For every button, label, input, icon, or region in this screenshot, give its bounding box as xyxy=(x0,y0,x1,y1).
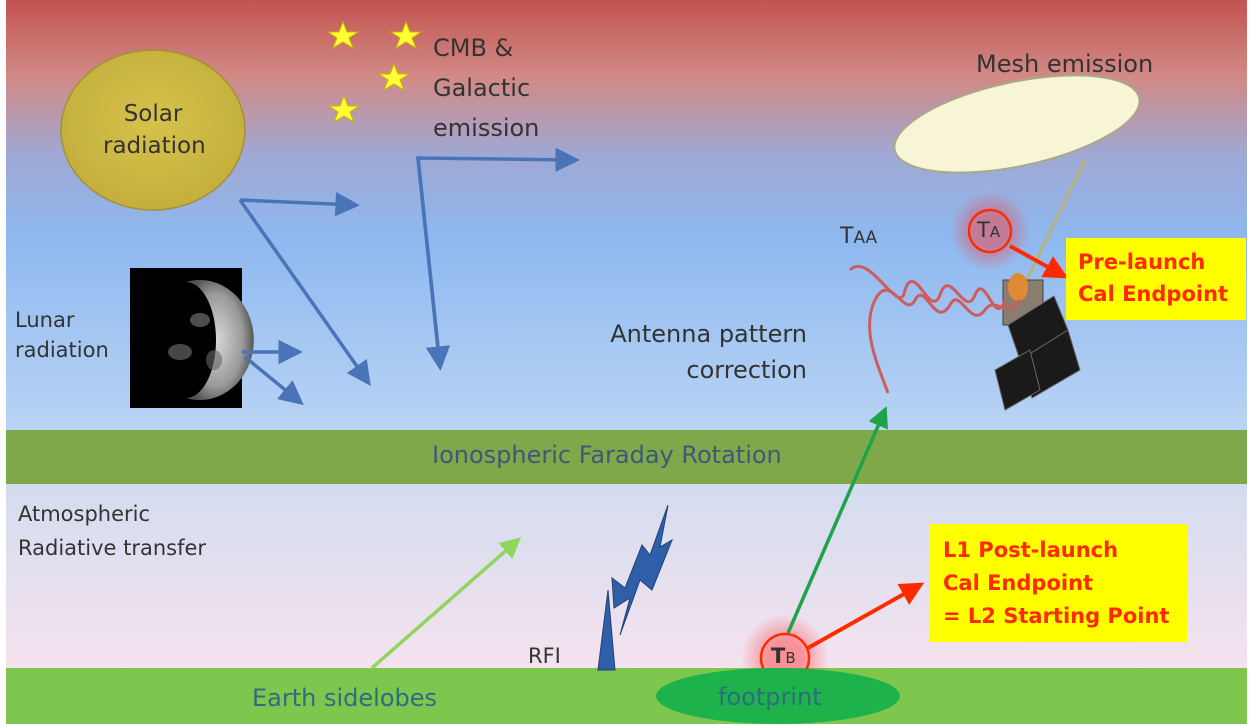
prelaunch-callout: Pre-launch Cal Endpoint xyxy=(1066,238,1246,320)
stars-icon xyxy=(326,20,423,124)
postlaunch-callout: L1 Post-launch Cal Endpoint = L2 Startin… xyxy=(929,524,1187,642)
solar-radiation-label: Solar radiation xyxy=(103,98,206,162)
postlaunch-arrow xyxy=(807,582,925,650)
earth-sidelobes-label: Earth sidelobes xyxy=(252,684,438,712)
rfi-lightning-icon xyxy=(611,504,674,636)
right-edge xyxy=(1247,0,1253,724)
radiation-arrows xyxy=(238,147,580,406)
prelaunch-line-2: Cal Endpoint xyxy=(1078,282,1229,306)
ta-glow xyxy=(950,191,1030,271)
ta-circle xyxy=(967,208,1013,254)
lunar-line-1: Lunar xyxy=(15,308,75,332)
tb-sub: B xyxy=(785,649,796,667)
taa-main: T xyxy=(840,224,854,249)
ta-label: TA xyxy=(977,218,1000,242)
taa-label: TAA xyxy=(840,224,877,249)
rfi-label: RFI xyxy=(528,644,561,668)
tb-main: T xyxy=(771,644,786,668)
lunar-line-2: radiation xyxy=(15,338,109,362)
moon-image xyxy=(130,268,254,408)
solar-line-2: radiation xyxy=(103,133,206,159)
postlaunch-line-1: L1 Post-launch xyxy=(943,538,1119,562)
sun-shape xyxy=(60,49,246,211)
cmb-line-1: CMB & xyxy=(433,34,514,62)
atmospheric-line-2: Radiative transfer xyxy=(18,536,207,560)
cmb-line-3: emission xyxy=(433,114,540,142)
cmb-line-2: Galactic xyxy=(433,74,531,102)
postlaunch-line-3: = L2 Starting Point xyxy=(943,604,1170,628)
prelaunch-line-1: Pre-launch xyxy=(1078,250,1206,274)
ionosphere-band xyxy=(0,430,1253,484)
solar-line-1: Solar xyxy=(123,101,183,127)
prelaunch-arrow xyxy=(1009,244,1069,279)
antenna-line-2: correction xyxy=(686,356,807,384)
earth-sidelobe-arrow xyxy=(370,537,522,670)
footprint-shape xyxy=(656,668,900,724)
rfi-tower-icon xyxy=(597,589,616,671)
taa-sub: AA xyxy=(853,228,878,248)
mesh-emission-label: Mesh emission xyxy=(976,50,1154,78)
left-edge xyxy=(0,0,6,724)
atmospheric-label: Atmospheric Radiative transfer xyxy=(18,497,206,565)
antenna-line-1: Antenna pattern xyxy=(610,320,807,348)
footprint-label: footprint xyxy=(718,683,822,711)
atmospheric-line-1: Atmospheric xyxy=(18,502,151,526)
cmb-galactic-label: CMB & Galactic emission xyxy=(433,32,539,144)
satellite-icon xyxy=(994,273,1081,411)
tb-label: TB xyxy=(771,644,796,668)
antenna-pattern-wave xyxy=(848,265,1022,394)
antenna-pattern-label: Antenna pattern correction xyxy=(577,316,807,388)
postlaunch-line-2: Cal Endpoint xyxy=(943,571,1094,595)
ta-main: T xyxy=(977,218,990,242)
antenna-boom xyxy=(1016,159,1087,299)
ionosphere-label: Ionospheric Faraday Rotation xyxy=(432,441,782,469)
mesh-antenna xyxy=(893,74,1141,174)
earth-surface-band xyxy=(0,668,1253,724)
lunar-radiation-label: Lunar radiation xyxy=(15,305,109,365)
ta-sub: A xyxy=(989,223,1001,241)
tb-to-antenna-arrow xyxy=(786,406,888,634)
